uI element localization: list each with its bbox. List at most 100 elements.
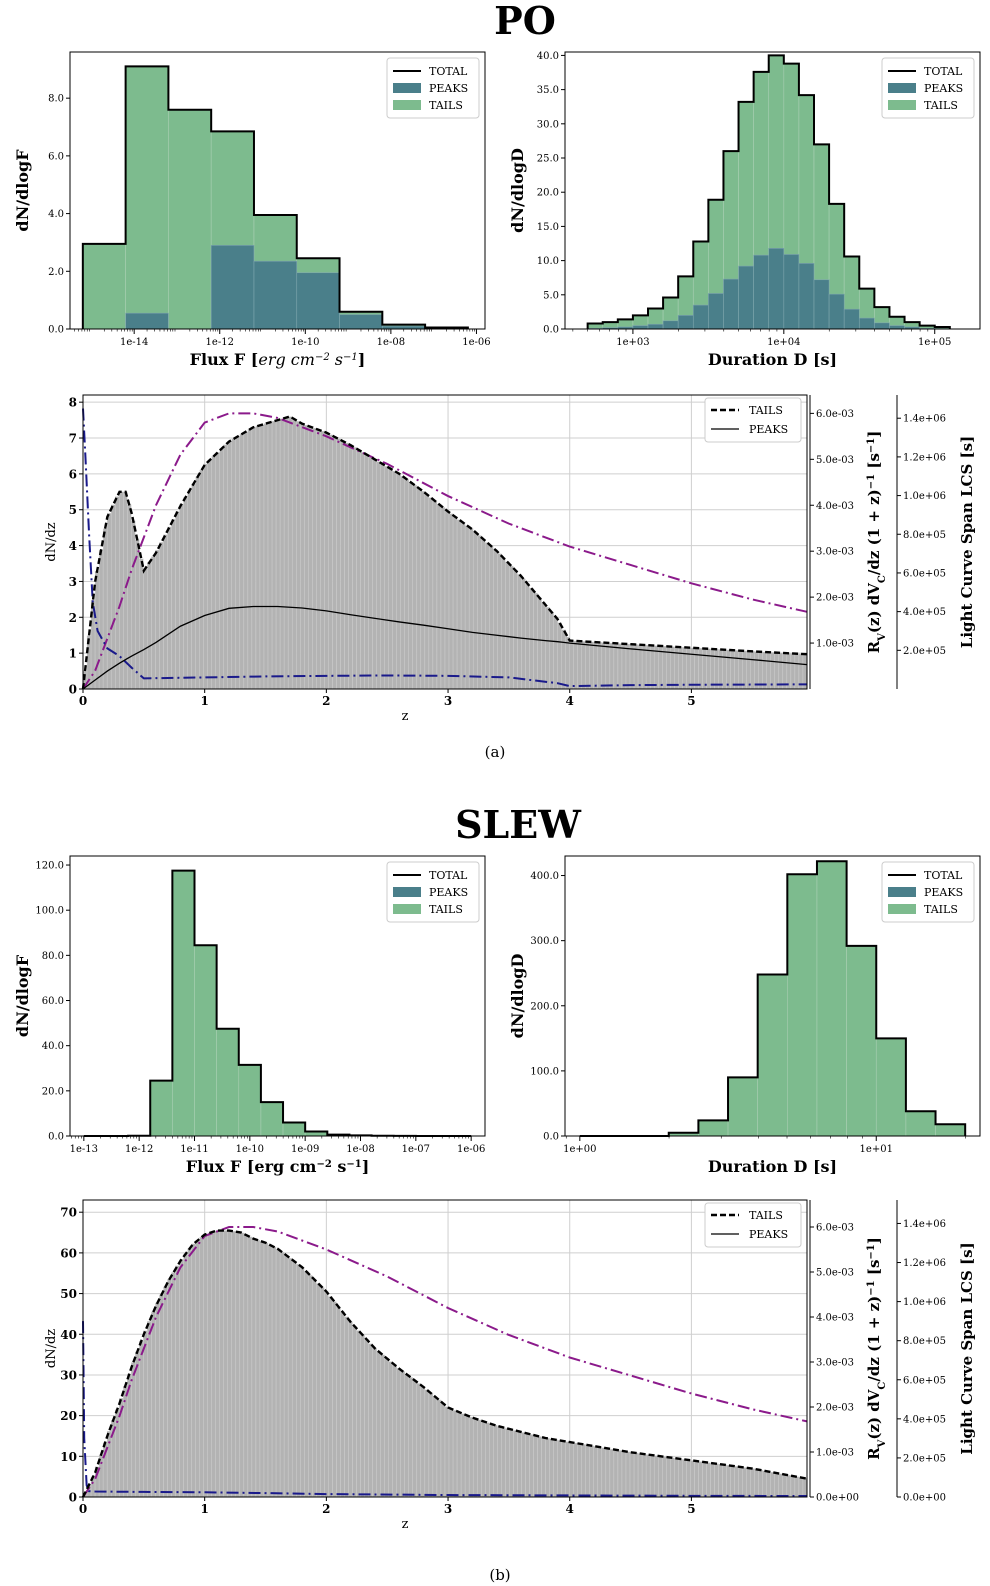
plot-frame — [82, 394, 808, 690]
z-hist-bar — [593, 641, 599, 690]
z-hist-bar — [147, 1321, 152, 1498]
tails-bar — [905, 1110, 936, 1137]
z-hist-bar — [207, 459, 212, 690]
peaks-curve — [82, 605, 808, 690]
z-hist-bar — [629, 644, 635, 690]
z-hist-bar — [493, 549, 498, 690]
z-hist-bar — [328, 1296, 333, 1498]
x-axis-label-part: s — [332, 1157, 347, 1176]
secondary-tick-label: 6.0e-03 — [816, 1223, 854, 1234]
rate-curve — [82, 412, 808, 690]
z-hist-bar — [710, 1463, 715, 1498]
x-tick-label: 1e-06 — [457, 1144, 485, 1155]
y-axis-label-part: dN/dlogD — [508, 148, 527, 233]
y-axis-label-part: dN/dlogF — [13, 954, 32, 1037]
peaks-bar — [813, 279, 830, 330]
z-hist-bar — [585, 1444, 590, 1498]
panel-title-po: PO — [494, 0, 556, 43]
y-tick-label: 0 — [69, 683, 77, 697]
rate-axis-label: RV(z) dVC/dz (1 + z)−1 [s−1] — [865, 1237, 888, 1460]
z-hist-bar — [348, 1321, 353, 1498]
y-tick-label: 6 — [69, 467, 77, 481]
z-hist-bar — [440, 507, 446, 690]
legend-total-label: TOTAL — [924, 869, 963, 882]
x-tick-label: 1e-07 — [402, 1144, 430, 1155]
z-hist-bar — [766, 1471, 771, 1498]
z-hist-bar — [468, 528, 474, 690]
z-hist-bar — [762, 1470, 767, 1498]
secondary-tick-label: 1.4e+06 — [903, 414, 946, 425]
secondary-tick-label: 1.4e+06 — [903, 1219, 946, 1230]
x-tick-label: 2 — [322, 694, 330, 708]
z-hist-bar — [481, 538, 486, 690]
z-hist-bar — [456, 519, 462, 690]
z-hist-bar — [533, 592, 538, 690]
z-hist-bar — [662, 1456, 667, 1498]
z-hist-bar — [464, 525, 470, 690]
z-hist-bar — [557, 622, 562, 690]
plot-frame — [69, 855, 486, 1137]
z-hist-bar — [195, 476, 200, 690]
x-tick-label: 1e-08 — [346, 1144, 374, 1155]
z-hist-bar — [235, 436, 241, 690]
legend-peaks-swatch — [393, 887, 421, 897]
rate-axis-label-part: [s — [865, 453, 883, 474]
legend-total-label: TOTAL — [924, 65, 963, 78]
legend-peaks-label: PEAKS — [429, 82, 468, 95]
tails-bar — [194, 944, 217, 1137]
z-hist-bar — [243, 1234, 249, 1498]
tails-bar — [168, 109, 212, 330]
z-hist-bar — [336, 1306, 341, 1498]
z-hist-bar — [702, 1461, 707, 1498]
z-hist-bar — [472, 531, 478, 690]
secondary-tick-label: 0.0e+00 — [816, 1493, 859, 1504]
z-hist-bar — [750, 651, 755, 690]
z-hist-bar — [537, 597, 542, 690]
z-hist-bar — [123, 1386, 128, 1498]
z-hist-bar — [195, 1240, 200, 1498]
peaks-bar — [708, 293, 724, 330]
z-hist-bar — [778, 1473, 784, 1498]
z-hist-bar — [340, 1311, 345, 1498]
z-hist-bar — [621, 1450, 627, 1498]
legend-tails-label: TAILS — [924, 903, 958, 916]
peaks-bar — [798, 263, 815, 330]
z-hist-bar — [637, 1453, 643, 1498]
z-hist-bar — [368, 456, 373, 690]
z-hist-bar — [629, 1452, 635, 1498]
z-hist-bar — [171, 519, 176, 690]
z-hist-bar — [774, 1472, 780, 1498]
z-hist-bar — [746, 1467, 751, 1498]
legend-total-label: TOTAL — [429, 869, 468, 882]
z-hist-bar — [485, 1422, 490, 1498]
y-axis-label: dN/dlogD — [508, 954, 527, 1039]
z-hist-bar — [235, 1231, 241, 1498]
z-hist-bar — [561, 629, 566, 690]
z-hist-bar — [312, 1279, 317, 1498]
y-tick-label: 40.0 — [537, 51, 559, 62]
z-hist-bar — [316, 429, 321, 690]
z-hist-bar — [786, 1475, 792, 1498]
po-flux-chart: 0.0 2.0 4.0 6.0 8.0 1e-14 1e-12 1e-10 1e-08 1e-06… — [13, 51, 491, 369]
z-hist-bar — [501, 557, 506, 690]
z-hist-bar — [497, 553, 502, 690]
rate-axis-label-part: /dz (1 + z) — [865, 1296, 883, 1382]
slew-redshift-chart: 0 10 20 30 40 50 60 70 0 1 2 3 4 5 0.0e+00 1.0e-03 2.0e-… — [44, 1199, 976, 1532]
z-hist-bar — [581, 1444, 586, 1498]
z-hist-bar — [416, 1383, 422, 1498]
z-hist-bar — [127, 504, 132, 690]
z-hist-bar — [440, 1403, 446, 1498]
z-hist-bar — [513, 1430, 518, 1498]
z-hist-bar — [706, 648, 711, 690]
z-hist-bar — [328, 434, 333, 690]
z-hist-bar — [649, 1454, 655, 1498]
z-hist-bar — [444, 510, 450, 690]
legend-peaks-label: PEAKS — [749, 1228, 788, 1241]
z-hist-bar — [203, 1234, 208, 1498]
z-hist-bar — [742, 650, 747, 690]
z-hist-bar — [296, 421, 301, 690]
z-hist-bar — [151, 1311, 156, 1498]
z-hist-bar — [597, 642, 603, 690]
peaks-bar — [843, 308, 860, 330]
